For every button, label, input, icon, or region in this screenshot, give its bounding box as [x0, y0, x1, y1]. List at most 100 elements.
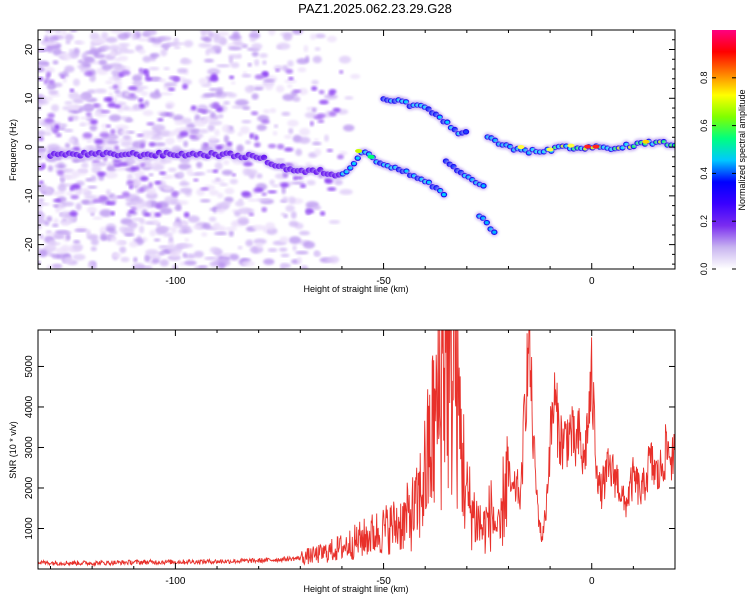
noise-blob [148, 173, 154, 177]
signal-speckle [96, 171, 107, 177]
noise-blob [162, 185, 173, 192]
noise-blob [245, 168, 258, 176]
signal-speckle [107, 97, 113, 103]
noise-blob [53, 218, 59, 226]
noise-blob [151, 124, 166, 132]
ridge-bright [352, 162, 357, 166]
signal-speckle [120, 69, 131, 76]
noise-blob [61, 52, 72, 61]
noise-blob [198, 77, 208, 85]
snr-y-tick-label: 2000 [24, 476, 35, 499]
noise-blob [209, 189, 219, 196]
colorbar-tick-label: 0.2 [699, 215, 709, 228]
noise-blob [85, 177, 93, 182]
noise-blob [323, 93, 338, 100]
noise-blob [61, 201, 75, 207]
noise-blob [248, 31, 261, 40]
signal-speckle [309, 120, 314, 127]
snr-y-tick-label: 3000 [24, 436, 35, 459]
noise-blob [196, 161, 203, 169]
noise-blob [67, 104, 81, 110]
noise-blob [135, 85, 149, 90]
noise-blob [90, 246, 97, 252]
noise-blob [202, 222, 212, 230]
spectrogram-y-tick-label: 10 [24, 92, 35, 104]
signal-speckle [70, 183, 81, 190]
snr-panel: -100 -50 0 1000 2000 3000 4000 5000 Height of s… [8, 329, 676, 594]
noise-blob [229, 253, 240, 261]
noise-blob [236, 144, 244, 153]
noise-blob [163, 66, 170, 71]
noise-blob [74, 189, 82, 196]
noise-blob [120, 141, 133, 147]
noise-blob [176, 243, 189, 249]
noise-blob [108, 134, 120, 140]
noise-blob [149, 52, 160, 58]
signal-speckle [171, 190, 179, 197]
signal-speckle [128, 209, 136, 214]
noise-blob [183, 40, 194, 48]
noise-blob [282, 196, 289, 202]
noise-blob [142, 110, 154, 116]
noise-blob [221, 201, 232, 207]
noise-blob [48, 90, 59, 95]
signal-speckle [145, 76, 153, 82]
noise-blob [192, 225, 202, 230]
ridge-peak [546, 147, 554, 152]
signal-speckle [318, 99, 329, 105]
noise-blob [160, 92, 173, 96]
noise-blob [186, 168, 194, 176]
signal-speckle [129, 92, 136, 98]
noise-blob [263, 109, 270, 114]
noise-blob [85, 50, 94, 55]
noise-blob [208, 136, 218, 142]
noise-blob [217, 262, 226, 269]
noise-blob [207, 124, 215, 132]
noise-blob [182, 252, 187, 258]
signal-speckle [168, 75, 179, 80]
noise-blob [228, 230, 234, 237]
noise-blob [179, 187, 193, 194]
noise-blob [62, 77, 67, 83]
noise-blob [151, 258, 160, 264]
noise-blob [219, 183, 229, 187]
noise-blob [255, 242, 263, 249]
noise-blob [115, 124, 129, 131]
noise-blob [242, 71, 247, 75]
noise-blob [184, 238, 189, 242]
signal-speckle [108, 201, 116, 206]
signal-speckle [127, 86, 138, 91]
noise-blob [72, 78, 81, 87]
noise-blob [168, 236, 174, 243]
noise-blob [253, 238, 267, 245]
noise-blob [108, 77, 117, 81]
signal-speckle [114, 145, 120, 152]
noise-blob [299, 127, 311, 136]
noise-blob [114, 89, 121, 94]
spectrogram-y-tick-label: -10 [24, 188, 35, 203]
signal-speckle [53, 198, 62, 203]
noise-blob [232, 31, 240, 39]
noise-blob [38, 247, 42, 251]
signal-speckle [253, 142, 261, 148]
ridge-bright [481, 184, 486, 188]
noise-blob [170, 250, 181, 257]
noise-blob [256, 124, 267, 131]
noise-blob [202, 92, 216, 98]
noise-blob [142, 55, 152, 63]
signal-speckle [158, 171, 167, 175]
noise-blob [126, 116, 132, 122]
noise-blob [174, 120, 184, 126]
noise-blob [344, 96, 354, 100]
signal-speckle [190, 105, 197, 111]
noise-blob [105, 80, 114, 85]
noise-blob [62, 217, 67, 223]
noise-blob [72, 110, 79, 114]
noise-blob [73, 239, 81, 245]
noise-blob [61, 221, 70, 227]
noise-blob [131, 33, 138, 40]
noise-blob [164, 82, 178, 88]
noise-blob [208, 32, 214, 38]
noise-blob [124, 157, 136, 166]
